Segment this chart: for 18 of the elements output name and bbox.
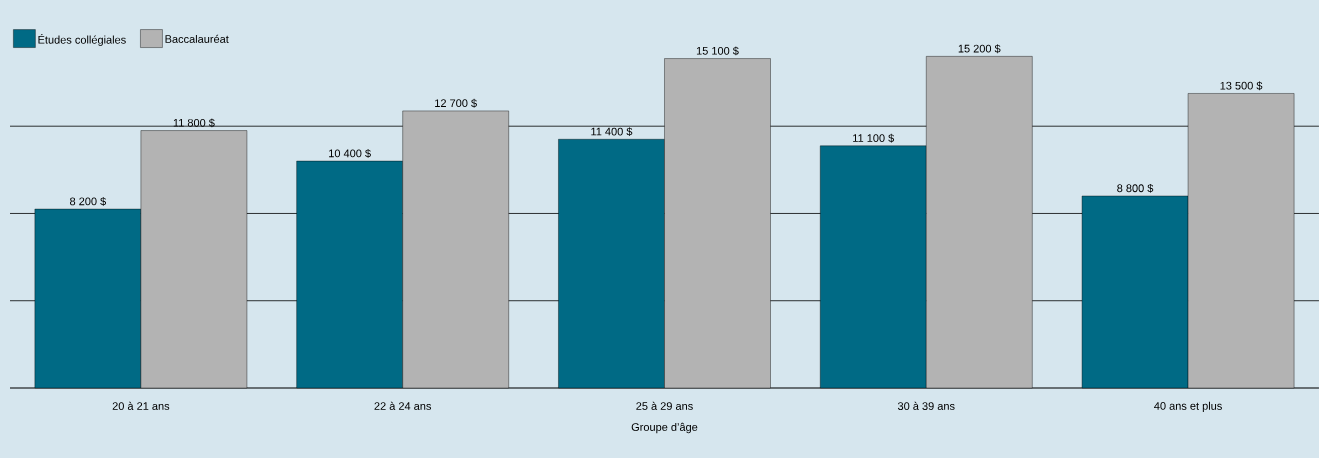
x-axis-title: Groupe d’âge	[631, 422, 698, 434]
data-label: 10 400 $	[329, 148, 371, 158]
data-label: 8 200 $	[70, 196, 107, 206]
x-tick-label: 30 à 39 ans	[897, 401, 955, 410]
legend-label: Études collégiales	[38, 34, 126, 46]
data-label: 11 400 $	[591, 127, 633, 137]
data-label: 15 100 $	[696, 46, 739, 56]
data-label: 8 800 $	[1117, 183, 1154, 193]
x-tick-label: 25 à 29 ans	[636, 401, 693, 410]
data-label: 12 700 $	[435, 98, 477, 108]
data-label: 11 800 $	[173, 118, 215, 128]
x-tick-label: 40 ans et plus	[1154, 401, 1222, 413]
x-tick-label: 20 à 21 ans	[112, 401, 170, 410]
legend-label: Baccalauréat	[165, 34, 229, 43]
data-label: 15 200 $	[958, 44, 1001, 54]
x-tick-label: 22 à 24 ans	[374, 401, 432, 410]
data-label: 13 500 $	[1220, 81, 1263, 91]
data-label: 11 100 $	[853, 133, 895, 143]
